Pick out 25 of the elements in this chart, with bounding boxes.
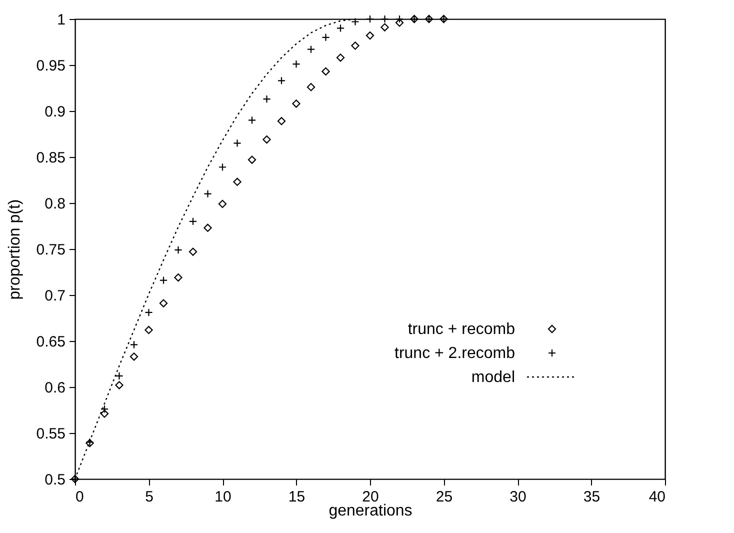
y-tick-label: 0.5 [44,472,66,488]
y-tick-label: 0.75 [36,242,66,258]
x-tick-label: 5 [145,488,154,506]
x-tick-label: 35 [583,488,600,506]
y-tick-label: 0.7 [44,288,66,304]
y-tick-label: 0.55 [36,426,66,442]
legend-label: trunc + 2.recomb [394,345,516,362]
x-tick-label: 40 [648,488,666,506]
legend-label: trunc + recomb [408,321,516,338]
x-axis-title: generations [328,502,412,520]
y-tick-label: 0.65 [36,334,66,350]
y-axis-title: proportion p(t) [6,199,24,300]
x-tick-label: 15 [288,488,306,506]
y-tick-label: 0.85 [36,150,66,166]
y-tick-label: 0.8 [44,196,66,212]
x-tick-label: 30 [510,488,526,506]
x-tick-label: 20 [362,488,379,506]
x-tick-label: 0 [76,488,84,506]
y-tick-label: 0.95 [36,58,66,74]
y-tick-label: 0.9 [44,104,66,120]
x-tick-label: 25 [436,488,453,506]
y-tick-label: 0.6 [44,380,66,396]
legend-label: model [471,369,515,386]
y-tick-label: 1 [57,12,66,28]
x-tick-label: 10 [214,488,232,506]
